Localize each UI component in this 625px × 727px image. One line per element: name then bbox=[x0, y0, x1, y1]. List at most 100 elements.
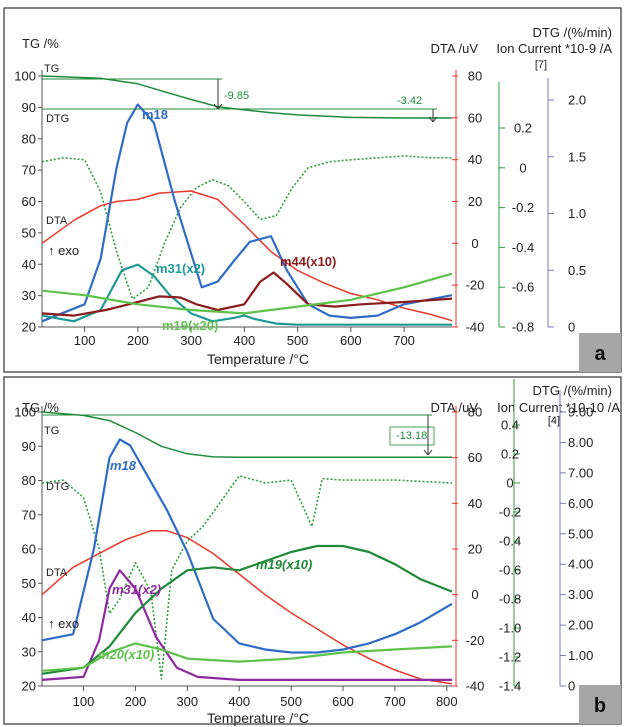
tg-tick-label: 50 bbox=[22, 576, 36, 591]
dta-tick-label: -40 bbox=[466, 320, 485, 335]
x-axis-title: Temperature /°C bbox=[207, 351, 309, 367]
tg-tick-label: 70 bbox=[22, 507, 36, 522]
dta-tick-label: 80 bbox=[468, 405, 482, 420]
dta-tick-label: 40 bbox=[468, 496, 482, 511]
step-value: -9.85 bbox=[224, 90, 249, 102]
ion-tick-label: 6.00 bbox=[568, 496, 593, 511]
series-label-m19-x10-: m19(x10) bbox=[256, 557, 312, 572]
series-dtg bbox=[41, 155, 452, 300]
ion-axis-bracket: [4] bbox=[548, 415, 560, 427]
series-label-m44-x10-: m44(x10) bbox=[280, 254, 336, 269]
tg-tick-label: 20 bbox=[22, 679, 36, 694]
dta-tick-label: -20 bbox=[466, 278, 485, 293]
x-tick-label: 300 bbox=[180, 333, 202, 348]
x-tick-label: 600 bbox=[332, 694, 354, 709]
tg-tick-label: 80 bbox=[22, 131, 36, 146]
dtg-axis-title: DTG /(%/min) bbox=[533, 383, 612, 398]
dtg-curve-label: DTG bbox=[46, 481, 69, 493]
panel-a-badge bbox=[579, 333, 621, 372]
dtg-tick-label: -0.8 bbox=[499, 592, 521, 607]
ion-tick-label: 0 bbox=[568, 679, 575, 694]
ion-tick-label: 1.5 bbox=[568, 149, 586, 164]
tg-curve-label: TG bbox=[44, 425, 59, 437]
x-tick-label: 800 bbox=[436, 694, 458, 709]
dta-tick-label: 60 bbox=[468, 450, 482, 465]
step-arrow bbox=[423, 449, 429, 456]
tg-tick-label: 50 bbox=[22, 225, 36, 240]
x-tick-label: 200 bbox=[125, 694, 147, 709]
series-label-m31-x2-: m31(x2) bbox=[156, 261, 205, 276]
dtg-tick-label: -0.4 bbox=[512, 240, 534, 255]
tg-tick-label: 30 bbox=[22, 644, 36, 659]
tg-axis-title: TG /% bbox=[22, 400, 59, 415]
step-arrow bbox=[213, 103, 219, 110]
tg-tick-label: 90 bbox=[22, 100, 36, 115]
series-m19-x10- bbox=[41, 544, 453, 675]
dta-tick-label: 0 bbox=[471, 236, 478, 251]
dtg-curve-label: DTG bbox=[46, 113, 69, 125]
x-tick-label: 100 bbox=[73, 694, 95, 709]
dtg-tick-label: -1.4 bbox=[499, 679, 521, 694]
dta-curve-label: DTA bbox=[46, 215, 68, 227]
panel-a-plot: 100 200 300 400 500 600 7001009080706050403020… bbox=[14, 69, 586, 349]
panel-a: TG /% DTG /(%/min) DTA /uV Ion Current *… bbox=[3, 7, 622, 373]
ion-tick-label: 3.00 bbox=[568, 587, 593, 602]
panel-b-frame bbox=[3, 376, 622, 725]
tg-tick-label: 20 bbox=[22, 320, 36, 335]
dta-tick-label: 20 bbox=[468, 542, 482, 557]
dta-tick-label: 40 bbox=[468, 152, 482, 167]
tg-tick-label: 90 bbox=[22, 439, 36, 454]
ion-tick-label: 5.00 bbox=[568, 526, 593, 541]
dtg-tick-label: 0.2 bbox=[514, 121, 532, 136]
series-tg bbox=[41, 75, 452, 119]
series-label-m20-x10-: m20(x10) bbox=[98, 647, 154, 662]
x-axis-title: Temperature /°C bbox=[207, 710, 309, 726]
panel-a-badge-label: a bbox=[594, 343, 606, 365]
ion-tick-label: 1.0 bbox=[568, 206, 586, 221]
ion-tick-label: 9.00 bbox=[568, 405, 593, 420]
panel-a-frame bbox=[3, 7, 622, 373]
step-arrow bbox=[427, 449, 433, 456]
x-tick-label: 700 bbox=[393, 333, 415, 348]
ion-tick-label: 8.00 bbox=[568, 435, 593, 450]
panel-b-plot: 100 200 300 400 500 600 700 8001009080706050403… bbox=[14, 379, 593, 709]
tg-tick-label: 30 bbox=[22, 288, 36, 303]
step-arrow bbox=[217, 103, 223, 110]
x-tick-label: 500 bbox=[280, 694, 302, 709]
series-dta bbox=[41, 529, 453, 685]
series-m44-x10- bbox=[41, 271, 453, 317]
series-m18 bbox=[41, 438, 453, 654]
ion-axis-bracket: [7] bbox=[535, 59, 547, 71]
series-label-m18: m18 bbox=[110, 458, 137, 473]
ion-tick-label: 0 bbox=[568, 320, 575, 335]
dtg-tick-label: 0 bbox=[519, 160, 526, 175]
step-arrow bbox=[428, 116, 434, 123]
dta-axis-title: DTA /uV bbox=[431, 400, 479, 415]
x-tick-label: 100 bbox=[74, 333, 96, 348]
tg-tick-label: 100 bbox=[14, 405, 36, 420]
x-tick-label: 400 bbox=[233, 333, 255, 348]
ion-tick-label: 1.00 bbox=[568, 648, 593, 663]
dta-tick-label: 80 bbox=[468, 69, 482, 84]
ion-axis-title: Ion Current *10-9 /A bbox=[496, 41, 612, 56]
ion-tick-label: 2.0 bbox=[568, 93, 586, 108]
x-tick-label: 600 bbox=[340, 333, 362, 348]
exo-label: ↑ exo bbox=[48, 243, 79, 258]
series-label-m31-x2-: m31(x2) bbox=[112, 582, 161, 597]
tg-tick-label: 40 bbox=[22, 257, 36, 272]
dtg-tick-label: -0.6 bbox=[512, 280, 534, 295]
tg-tick-label: 100 bbox=[14, 69, 36, 84]
series-m31-x2- bbox=[41, 569, 452, 682]
ion-tick-label: 2.00 bbox=[568, 618, 593, 633]
tg-tick-label: 60 bbox=[22, 542, 36, 557]
dtg-tick-label: 0.4 bbox=[501, 418, 519, 433]
x-tick-label: 300 bbox=[176, 694, 198, 709]
x-tick-label: 200 bbox=[127, 333, 149, 348]
series-dtg bbox=[41, 474, 453, 680]
step-box bbox=[389, 426, 435, 446]
series-m31-x2- bbox=[41, 263, 452, 326]
series-m18 bbox=[41, 103, 453, 323]
panel-b-badge-label: b bbox=[594, 695, 606, 717]
exo-label: ↑ exo bbox=[48, 616, 79, 631]
